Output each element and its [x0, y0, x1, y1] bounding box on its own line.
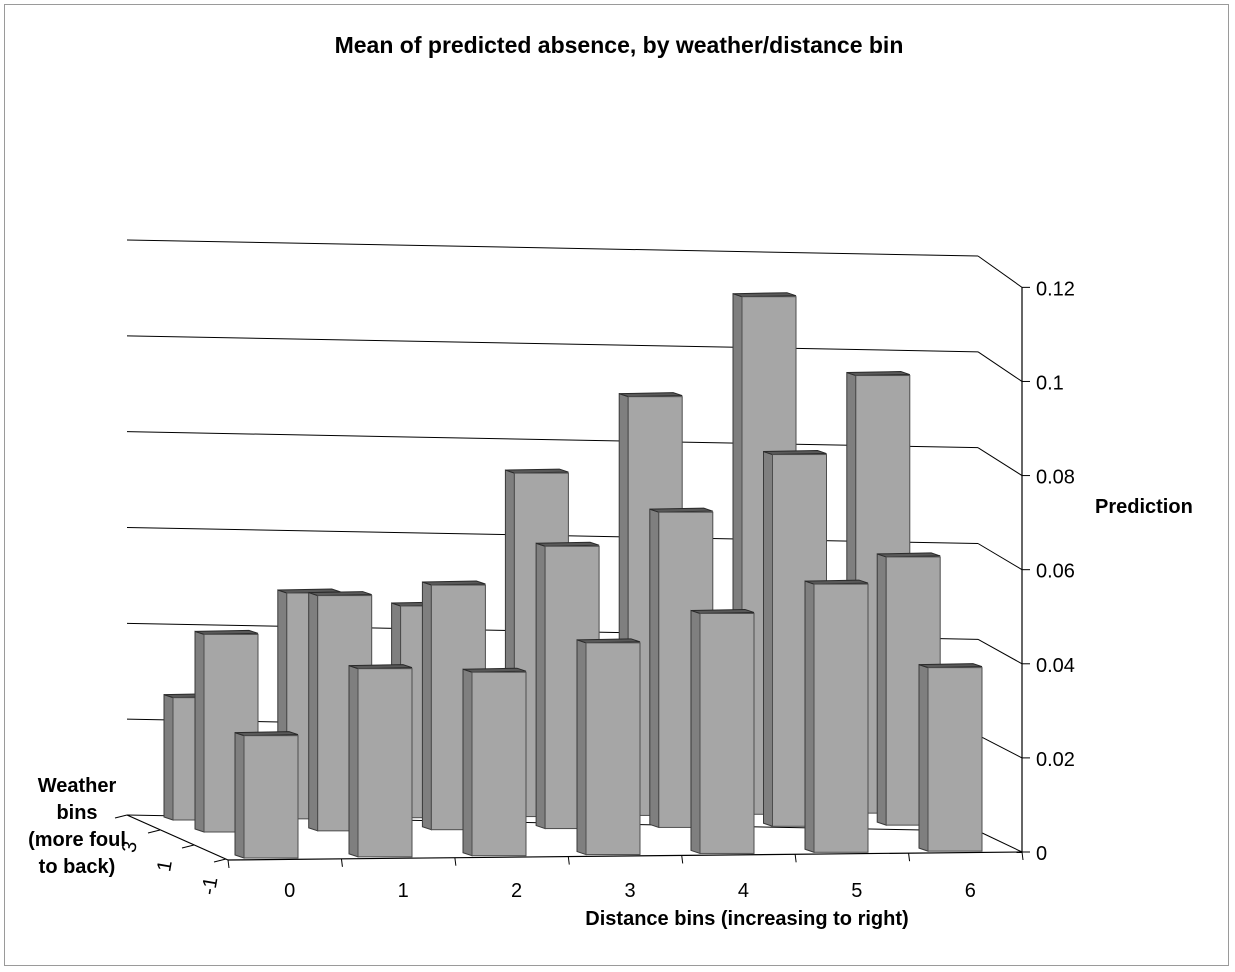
bar-top	[877, 552, 941, 558]
bar	[927, 667, 983, 852]
z-tick-label: 0.1	[1036, 372, 1064, 394]
x-tick	[908, 853, 911, 862]
bar-top	[690, 608, 755, 614]
x-tick	[794, 854, 797, 863]
bar-side	[194, 630, 205, 833]
z-tick-label: 0.04	[1036, 655, 1075, 677]
x-tick-label: 0	[284, 880, 295, 902]
bar-side	[421, 581, 432, 831]
bar-side	[308, 591, 319, 832]
bar-side	[234, 731, 245, 859]
grid-line	[126, 431, 979, 449]
bar-top	[234, 731, 299, 737]
z-axis-label: Prediction	[1095, 496, 1193, 518]
bar-side	[535, 542, 546, 830]
z-tick-label: 0.12	[1036, 278, 1075, 300]
bar-top	[576, 638, 641, 644]
bar-top	[194, 629, 259, 635]
bar-side	[690, 609, 701, 855]
bar-side	[576, 639, 587, 856]
x-tick-label: 3	[624, 880, 635, 902]
y-tick-label: -1	[198, 875, 223, 896]
x-tick	[1021, 851, 1024, 861]
bar-top	[348, 664, 413, 670]
x-tick-label: 4	[738, 880, 749, 902]
y-axis-label: Weather bins (more foul to back)	[28, 775, 126, 878]
bar-top	[649, 507, 713, 513]
bar-top	[535, 541, 600, 547]
bar-top	[505, 468, 569, 474]
x-tick-label: 6	[965, 880, 976, 902]
bar-top	[619, 392, 683, 398]
bar	[357, 668, 413, 858]
grid-line	[977, 351, 1023, 382]
grid-line	[977, 830, 1023, 853]
bar-side	[649, 508, 660, 829]
bar-side	[462, 668, 473, 857]
z-tick-label: 0	[1036, 843, 1047, 865]
grid-line	[977, 734, 1023, 759]
tick-labels: 00.020.040.060.080.10.120 1 2 3 4 5 6-113	[118, 278, 1075, 902]
y-tick	[181, 844, 195, 849]
y-axis-line	[126, 814, 229, 861]
z-tick-label: 0.06	[1036, 561, 1075, 583]
grid-line	[977, 638, 1023, 665]
grid-line	[977, 255, 1023, 288]
grid-line	[977, 543, 1023, 571]
bar-side	[163, 693, 174, 821]
x-axis-line	[227, 851, 1023, 861]
bar-side	[763, 450, 773, 827]
bar-top	[422, 580, 486, 586]
grid-line	[126, 239, 979, 257]
bar-side	[804, 580, 815, 853]
bar-top	[763, 450, 827, 456]
bar-side	[918, 663, 929, 852]
grid-line	[126, 335, 979, 353]
x-tick-label: 5	[851, 880, 862, 902]
y-tick-label: 1	[153, 859, 177, 874]
bar	[813, 583, 869, 853]
y-tick	[147, 829, 161, 834]
x-tick	[567, 856, 570, 865]
bar	[585, 642, 641, 856]
bar-top	[462, 667, 527, 673]
x-tick-label: 2	[511, 880, 522, 902]
bar-side	[876, 553, 887, 826]
bar-top	[804, 579, 869, 585]
x-tick-label: 1	[398, 880, 409, 902]
z-tick-label: 0.08	[1036, 467, 1075, 489]
bar-top	[308, 591, 372, 597]
bar	[699, 612, 755, 854]
x-tick	[681, 855, 684, 864]
grid-line	[977, 447, 1023, 476]
x-tick	[227, 859, 230, 869]
bar	[243, 735, 299, 859]
bar	[471, 671, 527, 857]
y-tick	[114, 814, 128, 819]
y-tick	[213, 858, 227, 863]
bar-top	[918, 663, 983, 669]
y-tick-label: 3	[118, 840, 142, 855]
x-tick	[340, 858, 343, 867]
bar-top	[732, 292, 797, 298]
bar-side	[348, 664, 359, 858]
z-tick-label: 0.02	[1036, 749, 1075, 771]
chart-title: Mean of predicted absence, by weather/di…	[335, 32, 904, 58]
bar-top	[846, 371, 910, 377]
x-tick	[454, 857, 457, 866]
x-axis-label: Distance bins (increasing to right)	[585, 908, 908, 930]
bars	[163, 292, 983, 859]
